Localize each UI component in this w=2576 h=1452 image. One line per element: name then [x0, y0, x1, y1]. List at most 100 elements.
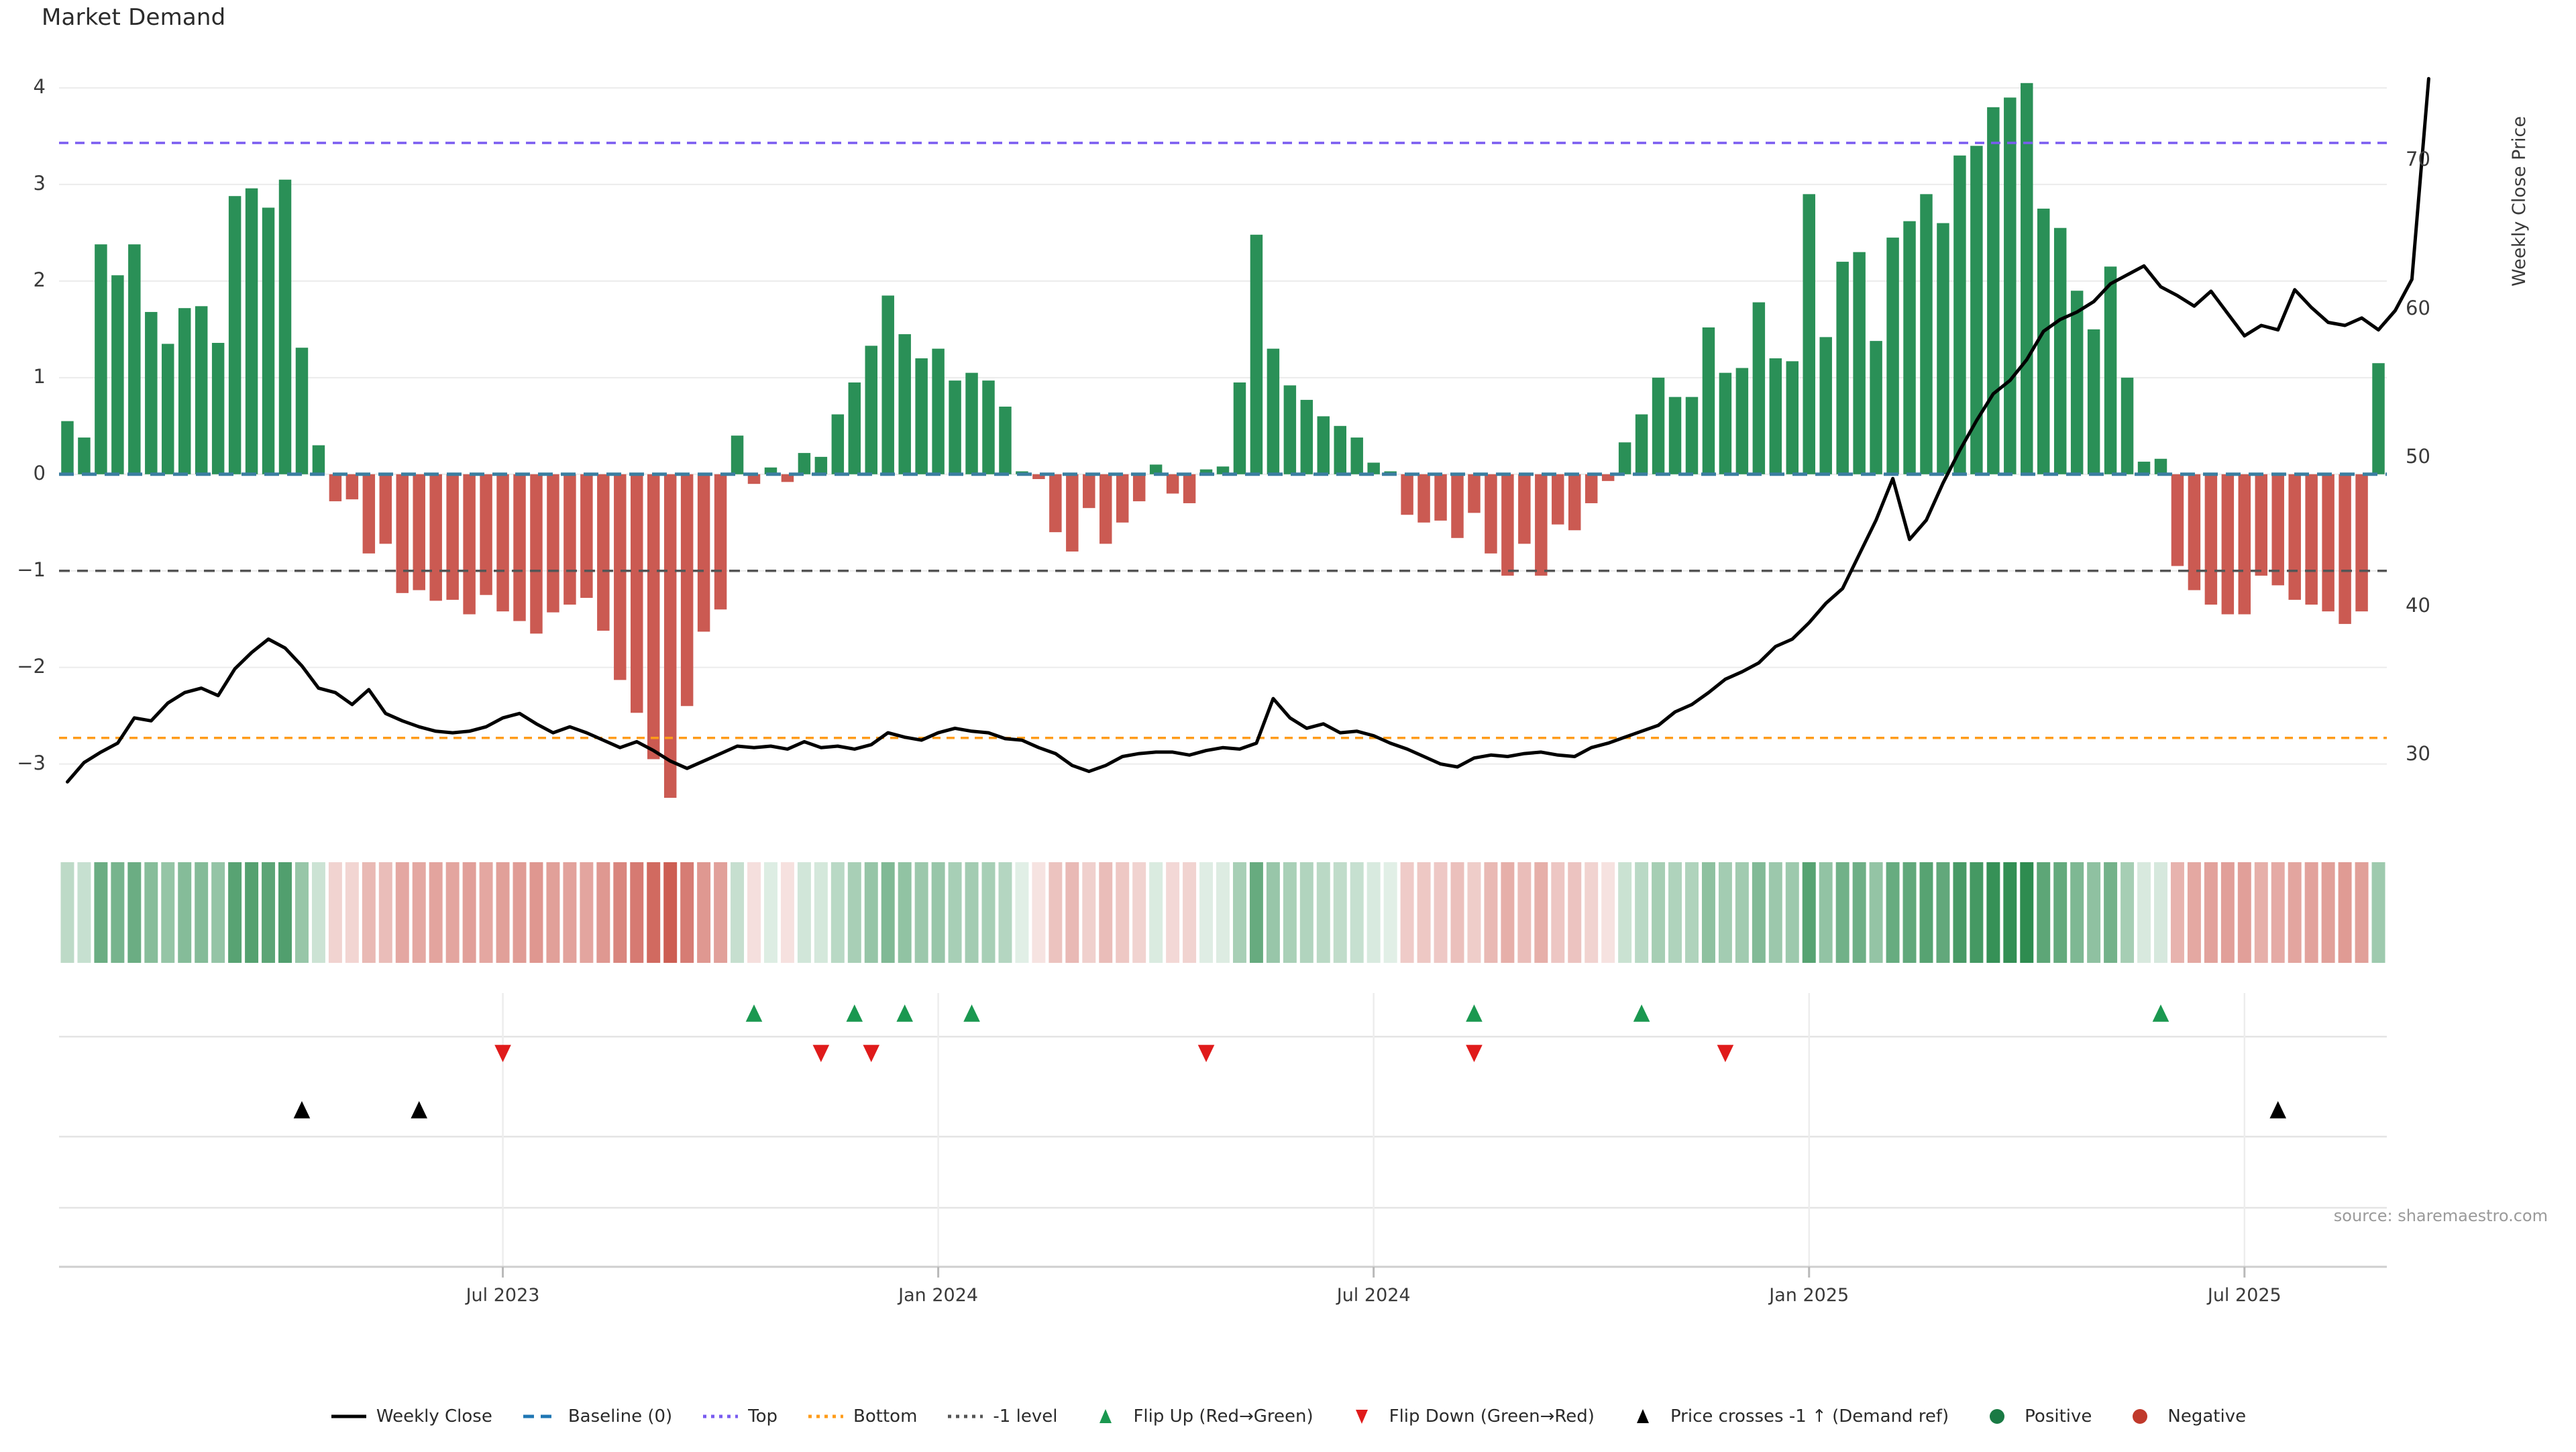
heatmap-cell: [1383, 862, 1397, 963]
legend-item[interactable]: Bottom: [807, 1406, 917, 1427]
price-cross-marker: [2269, 1101, 2287, 1119]
demand-bar: [1199, 469, 1213, 474]
demand-bar: [1752, 302, 1766, 474]
demand-bar: [1953, 155, 1966, 474]
demand-bar: [1250, 234, 1263, 474]
heatmap-cell: [998, 862, 1012, 963]
x-axis-tick-label: Jul 2023: [466, 1285, 540, 1306]
left-axis-tick-label: −2: [17, 654, 46, 678]
demand-bar: [1267, 348, 1280, 474]
flip-up-marker: [1633, 1004, 1650, 1022]
legend-item[interactable]: Weekly Close: [330, 1406, 492, 1427]
heatmap-cell: [2020, 862, 2034, 963]
heatmap-cell: [1534, 862, 1548, 963]
legend-item[interactable]: Price crosses -1 ↑ (Demand ref): [1624, 1406, 1949, 1427]
flip-up-marker: [963, 1004, 980, 1022]
heatmap-cell: [830, 862, 845, 963]
legend-item[interactable]: Flip Down (Green→Red): [1343, 1406, 1595, 1427]
demand-bar: [245, 188, 258, 474]
demand-bar: [295, 348, 309, 474]
demand-bar: [463, 474, 476, 615]
legend-tri-up-icon: [1099, 1409, 1112, 1423]
heatmap-cell: [2003, 862, 2017, 963]
heatmap-cell: [981, 862, 996, 963]
heatmap-cell: [245, 862, 259, 963]
demand-bar: [1819, 337, 1832, 474]
legend-tri-down-icon: [1355, 1410, 1368, 1424]
heatmap-cell: [362, 862, 376, 963]
demand-bar: [211, 343, 225, 474]
left-axis-tick-label: −3: [17, 751, 46, 774]
heatmap-cell: [1835, 862, 1849, 963]
heatmap-cell: [780, 862, 794, 963]
legend-item[interactable]: Baseline (0): [522, 1406, 672, 1427]
heatmap-cell: [898, 862, 912, 963]
heatmap-cell: [1032, 862, 1046, 963]
heatmap-cell: [1266, 862, 1280, 963]
heatmap-cell: [1668, 862, 1682, 963]
demand-bar: [1283, 385, 1297, 474]
heatmap-cell: [797, 862, 811, 963]
demand-bar: [798, 453, 811, 474]
heatmap-cell: [2355, 862, 2369, 963]
demand-bar: [228, 196, 241, 474]
demand-bar: [480, 474, 492, 595]
heatmap-cell: [847, 862, 861, 963]
demand-bar: [1568, 474, 1581, 531]
demand-bar: [631, 474, 643, 713]
flip-down-marker: [1197, 1045, 1215, 1062]
heatmap-cell: [2154, 862, 2167, 963]
heatmap-cell: [1199, 862, 1214, 963]
heatmap-cell: [2288, 862, 2302, 963]
flip-down-marker: [863, 1045, 880, 1062]
heatmap-cell: [1551, 862, 1565, 963]
demand-bar: [1401, 474, 1413, 515]
heatmap-cell: [1283, 862, 1297, 963]
demand-bar: [1937, 223, 1949, 474]
heatmap-cell: [1785, 862, 1799, 963]
demand-bar: [2238, 474, 2251, 615]
heatmap-cell: [2121, 862, 2135, 963]
demand-bar: [714, 474, 727, 610]
heatmap-cell: [195, 862, 209, 963]
legend-item[interactable]: -1 level: [947, 1406, 1057, 1427]
demand-bar: [162, 344, 174, 474]
demand-bar: [1685, 397, 1699, 474]
demand-bar: [1970, 146, 1983, 474]
demand-bar: [1870, 341, 1882, 474]
demand-bar: [2004, 97, 2017, 474]
legend-item[interactable]: Top: [702, 1406, 777, 1427]
heatmap-cell: [228, 862, 242, 963]
left-axis-tick-label: 0: [33, 461, 46, 484]
legend-item[interactable]: Negative: [2121, 1406, 2246, 1427]
heatmap-cell: [1970, 862, 1984, 963]
demand-bar: [2137, 462, 2151, 474]
demand-bar: [1468, 474, 1481, 513]
heatmap-cell: [2053, 862, 2068, 963]
heatmap-cell: [965, 862, 979, 963]
legend-dash-icon: [523, 1414, 558, 1418]
legend-item[interactable]: Flip Up (Red→Green): [1087, 1406, 1313, 1427]
demand-bar: [831, 414, 845, 474]
demand-bar: [2021, 83, 2033, 474]
heatmap-cell: [178, 862, 192, 963]
demand-bar: [597, 474, 610, 631]
heatmap-cell: [1484, 862, 1498, 963]
legend-item[interactable]: Positive: [1978, 1406, 2092, 1427]
right-axis-tick-label: 50: [2406, 445, 2430, 468]
demand-bar: [1702, 327, 1715, 474]
heatmap-cell: [395, 862, 409, 963]
heatmap-cell: [345, 862, 359, 963]
heatmap-cell: [1819, 862, 1833, 963]
demand-bar: [1183, 474, 1196, 503]
legend-tri-up-icon: [1636, 1409, 1649, 1423]
heatmap-cell: [613, 862, 627, 963]
demand-bar: [530, 474, 543, 634]
flip-up-marker: [745, 1004, 763, 1022]
demand-bar: [1836, 262, 1849, 474]
heatmap-cell: [2037, 862, 2051, 963]
heatmap-cell: [378, 862, 392, 963]
demand-bar: [329, 474, 342, 502]
heatmap-cell: [1601, 862, 1615, 963]
legend-dot-icon: [808, 1414, 844, 1418]
